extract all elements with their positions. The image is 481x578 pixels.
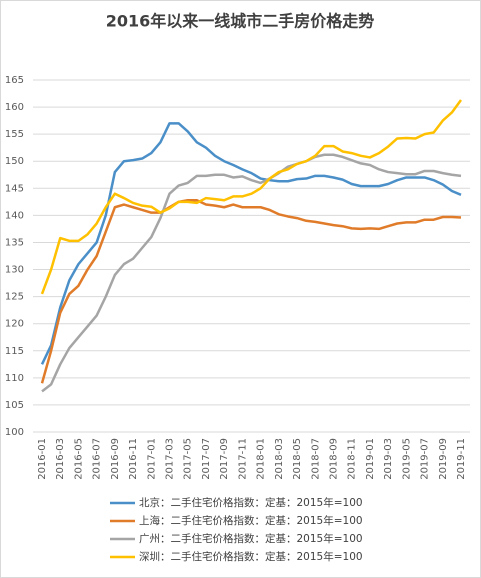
y-tick-label: 165: [5, 75, 24, 86]
y-tick-label: 100: [5, 427, 24, 438]
y-tick-label: 135: [5, 237, 24, 248]
x-tick-label: 2018-03: [274, 438, 285, 480]
x-tick-label: 2016-03: [55, 438, 66, 480]
x-tick-label: 2017-07: [201, 438, 212, 480]
x-tick-label: 2019-11: [456, 438, 467, 480]
x-tick-label: 2018-05: [292, 438, 303, 480]
y-tick-label: 120: [5, 319, 24, 330]
x-tick-label: 2019-09: [438, 438, 449, 480]
series-line: [40, 122, 462, 365]
y-tick-label: 160: [5, 102, 24, 113]
x-tick-label: 2016-11: [128, 438, 139, 480]
series-line: [41, 153, 462, 393]
legend-label: 北京：二手住宅价格指数：定基：2015年=100: [139, 496, 363, 509]
y-tick-label: 125: [5, 292, 24, 303]
y-tick-label: 105: [5, 400, 24, 411]
x-tick-label: 2017-11: [237, 438, 248, 480]
y-tick-label: 150: [5, 156, 24, 167]
x-tick-label: 2018-01: [256, 438, 267, 480]
y-tick-label: 145: [5, 183, 24, 194]
x-tick-label: 2019-05: [401, 438, 412, 480]
x-tick-label: 2018-11: [347, 438, 358, 480]
x-tick-label: 2017-09: [219, 438, 230, 480]
x-tick-label: 2019-03: [383, 438, 394, 480]
x-tick-label: 2018-07: [310, 438, 321, 480]
x-tick-label: 2016-07: [92, 438, 103, 480]
y-tick-label: 110: [5, 373, 24, 384]
chart-title: 2016年以来一线城市二手房价格走势: [106, 12, 375, 31]
legend-label: 广州：二手住宅价格指数：定基：2015年=100: [139, 532, 363, 545]
x-tick-label: 2019-07: [420, 438, 431, 480]
y-tick-label: 115: [5, 346, 24, 357]
y-tick-label: 130: [5, 265, 24, 276]
x-tick-label: 2017-05: [183, 438, 194, 480]
y-tick-label: 140: [5, 210, 24, 221]
x-tick-label: 2016-05: [73, 438, 84, 480]
x-tick-label: 2019-01: [365, 438, 376, 480]
series-line: [40, 99, 463, 295]
legend-label: 上海：二手住宅价格指数：定基：2015年=100: [139, 514, 363, 527]
x-tick-label: 2018-09: [328, 438, 339, 480]
series-line: [40, 198, 462, 384]
x-tick-label: 2016-09: [110, 438, 121, 480]
legend-label: 深圳：二手住宅价格指数：定基：2015年=100: [139, 550, 363, 563]
y-tick-label: 155: [5, 129, 24, 140]
x-tick-label: 2017-03: [165, 438, 176, 480]
x-tick-label: 2017-01: [146, 438, 157, 480]
x-tick-label: 2016-01: [37, 438, 48, 480]
